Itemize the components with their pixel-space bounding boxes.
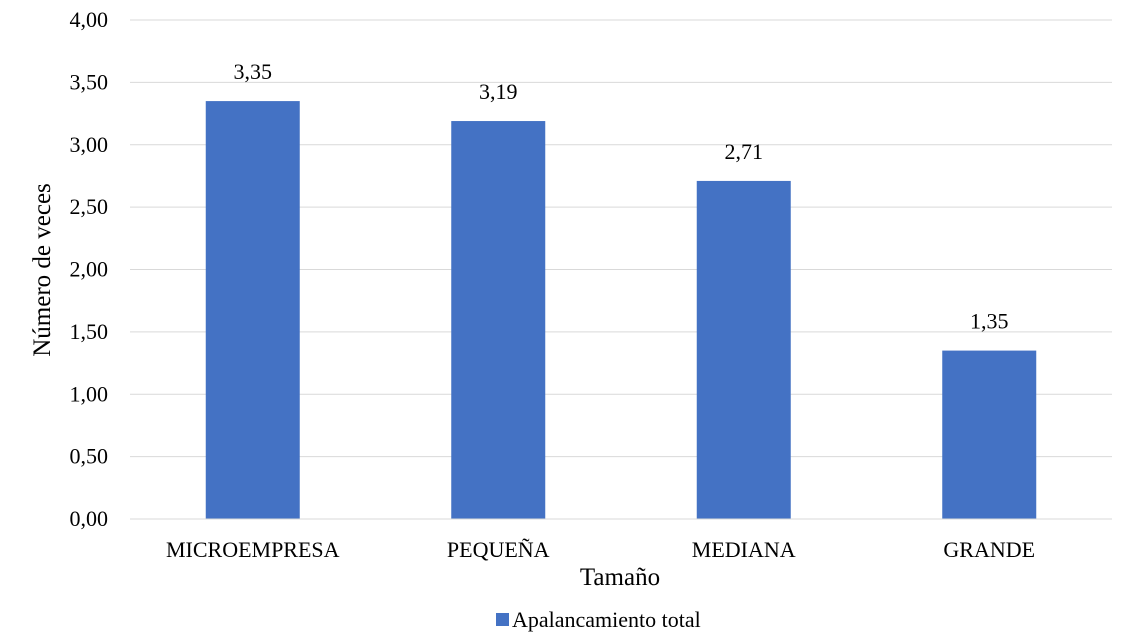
y-tick-label: 3,50: [70, 69, 109, 94]
y-tick-label: 0,50: [70, 444, 109, 469]
legend-label: Apalancamiento total: [512, 607, 701, 632]
x-axis-tick-labels: MICROEMPRESA PEQUEÑA MEDIANA GRANDE: [166, 537, 1035, 562]
x-tick-label: MICROEMPRESA: [166, 537, 340, 562]
x-tick-label: GRANDE: [943, 537, 1035, 562]
y-tick-label: 2,00: [70, 257, 109, 282]
y-axis-tick-labels: 0,00 0,50 1,00 1,50 2,00 2,50 3,00 3,50 4,00: [70, 7, 109, 531]
x-axis-title: Tamaño: [580, 564, 660, 591]
bar: [696, 180, 791, 520]
bar: [942, 350, 1037, 519]
x-tick-label: PEQUEÑA: [447, 537, 550, 562]
y-tick-label: 4,00: [70, 7, 109, 32]
y-axis-title: Número de veces: [29, 183, 56, 357]
data-label: 3,35: [234, 59, 273, 84]
data-label: 3,19: [479, 79, 518, 104]
legend: Apalancamiento total: [496, 607, 701, 632]
y-tick-label: 1,50: [70, 319, 109, 344]
data-labels: 3,35 3,19 2,71 1,35: [234, 59, 1009, 334]
x-tick-label: MEDIANA: [692, 537, 796, 562]
data-label: 2,71: [725, 139, 764, 164]
legend-swatch: [496, 613, 509, 626]
y-tick-label: 3,00: [70, 132, 109, 157]
bar: [451, 121, 546, 520]
bar: [205, 101, 300, 520]
y-tick-label: 1,00: [70, 381, 109, 406]
bars: [205, 101, 1037, 520]
data-label: 1,35: [970, 309, 1009, 334]
y-tick-label: 0,00: [70, 506, 109, 531]
y-tick-label: 2,50: [70, 194, 109, 219]
